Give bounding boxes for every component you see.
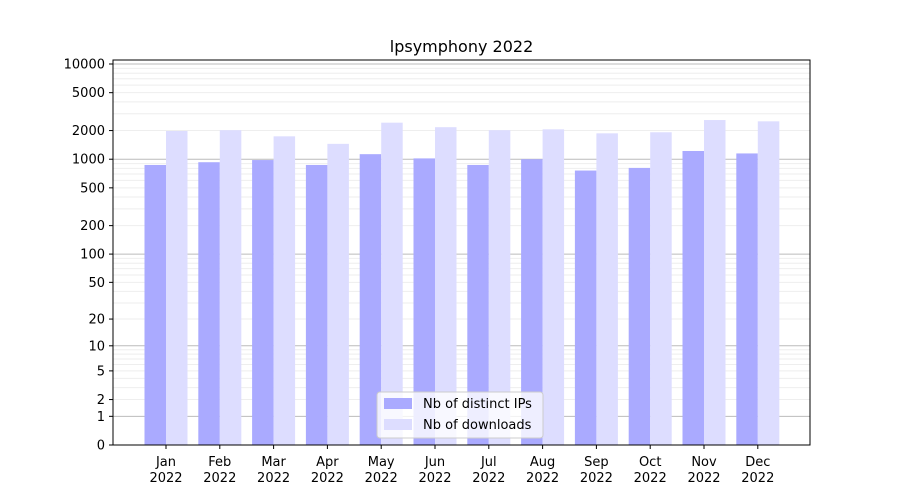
- y-tick-label: 50: [88, 276, 105, 291]
- bar-distinct-ips: [521, 159, 543, 445]
- y-tick-label: 500: [80, 181, 105, 196]
- x-tick-label: Sep: [584, 455, 609, 470]
- bar-downloads: [704, 120, 726, 445]
- bar-distinct-ips: [574, 170, 597, 445]
- x-tick-label: 2022: [687, 471, 720, 486]
- chart-title: lpsymphony 2022: [390, 37, 534, 56]
- x-axis: Jan2022Feb2022Mar2022Apr2022May2022Jun20…: [149, 445, 774, 486]
- bar-downloads: [273, 136, 296, 445]
- bar-distinct-ips: [305, 164, 328, 445]
- x-tick-label: May: [368, 455, 395, 470]
- legend-box: [376, 391, 544, 439]
- y-tick-label: 2000: [72, 124, 105, 139]
- x-tick-label: 2022: [472, 471, 505, 486]
- x-tick-label: Oct: [639, 455, 661, 470]
- legend-swatch: [384, 398, 412, 409]
- x-tick-label: 2022: [418, 471, 451, 486]
- y-tick-label: 10: [88, 339, 105, 354]
- x-tick-label: Aug: [530, 455, 555, 470]
- bar-downloads: [327, 143, 349, 446]
- y-tick-label: 20: [88, 313, 105, 328]
- x-tick-label: Jul: [480, 455, 497, 470]
- x-tick-label: 2022: [311, 471, 344, 486]
- bar-distinct-ips: [628, 167, 651, 446]
- y-tick-label: 100: [80, 248, 105, 263]
- plot-area: [112, 59, 811, 446]
- legend-label: Nb of downloads: [423, 418, 532, 433]
- x-tick-label: 2022: [580, 471, 613, 486]
- bar-distinct-ips: [467, 164, 489, 445]
- bar-distinct-ips: [413, 158, 435, 445]
- y-tick-label: 2: [97, 393, 105, 408]
- x-tick-label: Jun: [424, 455, 445, 470]
- x-tick-label: 2022: [741, 471, 774, 486]
- bar-distinct-ips: [144, 164, 166, 445]
- bar-downloads: [596, 133, 618, 445]
- bar-downloads: [650, 132, 672, 445]
- bar-distinct-ips: [682, 150, 704, 445]
- bars: [144, 120, 780, 446]
- bar-downloads: [757, 121, 780, 445]
- x-tick-label: Jan: [155, 455, 176, 470]
- bar-distinct-ips: [198, 162, 220, 445]
- legend-swatch: [384, 419, 412, 430]
- bar-downloads: [219, 130, 242, 445]
- x-tick-label: Nov: [691, 455, 717, 470]
- y-tick-label: 1: [97, 410, 105, 425]
- x-tick-label: 2022: [257, 471, 290, 486]
- y-tick-label: 10000: [64, 58, 105, 73]
- bar-distinct-ips: [359, 154, 382, 446]
- bar-distinct-ips: [252, 160, 274, 445]
- y-tick-label: 0: [97, 439, 105, 454]
- x-tick-label: Apr: [316, 455, 339, 470]
- x-tick-label: Mar: [261, 455, 286, 470]
- legend: Nb of distinct IPs Nb of downloads: [376, 391, 544, 439]
- bar-downloads: [166, 130, 188, 445]
- x-tick-label: Feb: [208, 455, 231, 470]
- bar-downloads: [542, 129, 565, 445]
- bar-downloads: [381, 122, 403, 446]
- bar-distinct-ips: [736, 153, 758, 446]
- y-tick-label: 1000: [72, 153, 105, 168]
- x-tick-label: Dec: [745, 455, 770, 470]
- bar-downloads: [435, 127, 457, 446]
- x-tick-label: 2022: [203, 471, 236, 486]
- x-tick-label: 2022: [365, 471, 398, 486]
- y-tick-label: 5: [97, 364, 105, 379]
- x-tick-label: 2022: [149, 471, 182, 486]
- y-axis: 0 1 2 5 10 20 50 100 200 500 1000 2000 5000 10000: [64, 58, 113, 454]
- y-tick-label: 5000: [72, 86, 105, 101]
- x-tick-label: 2022: [634, 471, 667, 486]
- x-tick-label: 2022: [526, 471, 559, 486]
- y-tick-label: 200: [80, 219, 105, 234]
- legend-label: Nb of distinct IPs: [423, 397, 532, 412]
- bar-downloads: [488, 130, 511, 445]
